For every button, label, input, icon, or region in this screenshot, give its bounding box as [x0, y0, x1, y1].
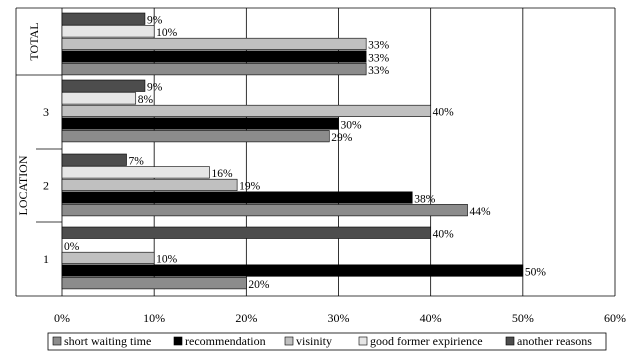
legend-label[interactable]: visinity: [296, 334, 332, 348]
data-label: 9%: [147, 82, 163, 94]
legend-swatch: [173, 336, 183, 346]
bar-short-waiting-time: [61, 130, 330, 143]
legend-swatch: [52, 336, 62, 346]
bar-visinity: [61, 37, 367, 51]
bar-another-reasons: [61, 79, 146, 92]
legend-swatch: [358, 336, 368, 346]
category-label-total: TOTAL: [27, 22, 41, 60]
category-label: 1: [43, 252, 49, 266]
bar-visinity: [61, 104, 431, 117]
data-label: 40%: [433, 229, 455, 241]
x-tick-label: 0%: [54, 311, 70, 325]
data-label: 38%: [414, 193, 436, 205]
legend-swatch: [505, 336, 515, 346]
x-tick-label: 60%: [604, 311, 626, 325]
x-tick-label: 10%: [143, 311, 165, 325]
data-label: 33%: [368, 52, 390, 64]
x-tick-label: 30%: [328, 311, 350, 325]
bar-good-former-expirience: [61, 166, 210, 179]
x-tick-label: 40%: [420, 311, 442, 325]
axes: TOTAL 3 2 1 LOCATION 0% 10% 20% 30% 40% 50% 60%: [15, 7, 626, 325]
legend[interactable]: short waiting time recommendation visinity…: [47, 332, 607, 351]
x-tick-label: 50%: [512, 311, 534, 325]
category-label: 2: [43, 179, 49, 193]
legend-label[interactable]: another reasons: [517, 334, 592, 348]
bar-recommendation: [61, 264, 524, 277]
data-label: 40%: [433, 107, 455, 119]
bar-good-former-expirience: [61, 92, 137, 105]
bar-another-reasons: [61, 226, 431, 239]
legend-box: [47, 332, 607, 351]
bar-visinity: [61, 178, 238, 191]
bar-short-waiting-time: [61, 63, 367, 76]
y-axis-label: LOCATION: [16, 155, 30, 215]
legend-label[interactable]: good former expirience: [370, 334, 483, 348]
bar-recommendation: [61, 50, 367, 63]
x-tick-label: 20%: [235, 311, 257, 325]
data-label: 16%: [211, 168, 233, 180]
data-label: 33%: [368, 40, 390, 52]
data-label: 20%: [248, 279, 269, 291]
bar-another-reasons: [61, 12, 146, 25]
legend-label[interactable]: recommendation: [185, 334, 266, 348]
data-label: 50%: [525, 266, 547, 278]
data-label: 9%: [147, 15, 163, 27]
bar-visinity: [61, 251, 155, 264]
legend-label[interactable]: short waiting time: [64, 334, 151, 348]
bar-recommendation: [61, 191, 413, 204]
data-label: 33%: [368, 65, 390, 77]
bar-short-waiting-time: [61, 277, 247, 290]
bar-recommendation: [61, 117, 339, 130]
data-label: 10%: [156, 27, 178, 39]
legend-swatch: [284, 336, 294, 346]
data-label: 30%: [341, 119, 363, 131]
category-label: 3: [43, 105, 49, 119]
data-label: 10%: [156, 254, 178, 266]
data-label: 19%: [239, 181, 261, 193]
bar-good-former-expirience: [61, 25, 155, 38]
data-label: 0%: [64, 241, 80, 253]
bar-short-waiting-time: [61, 204, 468, 217]
data-labels: 9%10%33%33%33%9%8%40%30%29%7%16%19%38%44…: [64, 15, 546, 291]
data-label: 7%: [129, 156, 145, 168]
data-label: 29%: [331, 132, 353, 144]
data-label: 44%: [470, 206, 492, 218]
data-label: 8%: [138, 94, 154, 106]
bar-another-reasons: [61, 153, 127, 166]
bars: [61, 12, 524, 290]
